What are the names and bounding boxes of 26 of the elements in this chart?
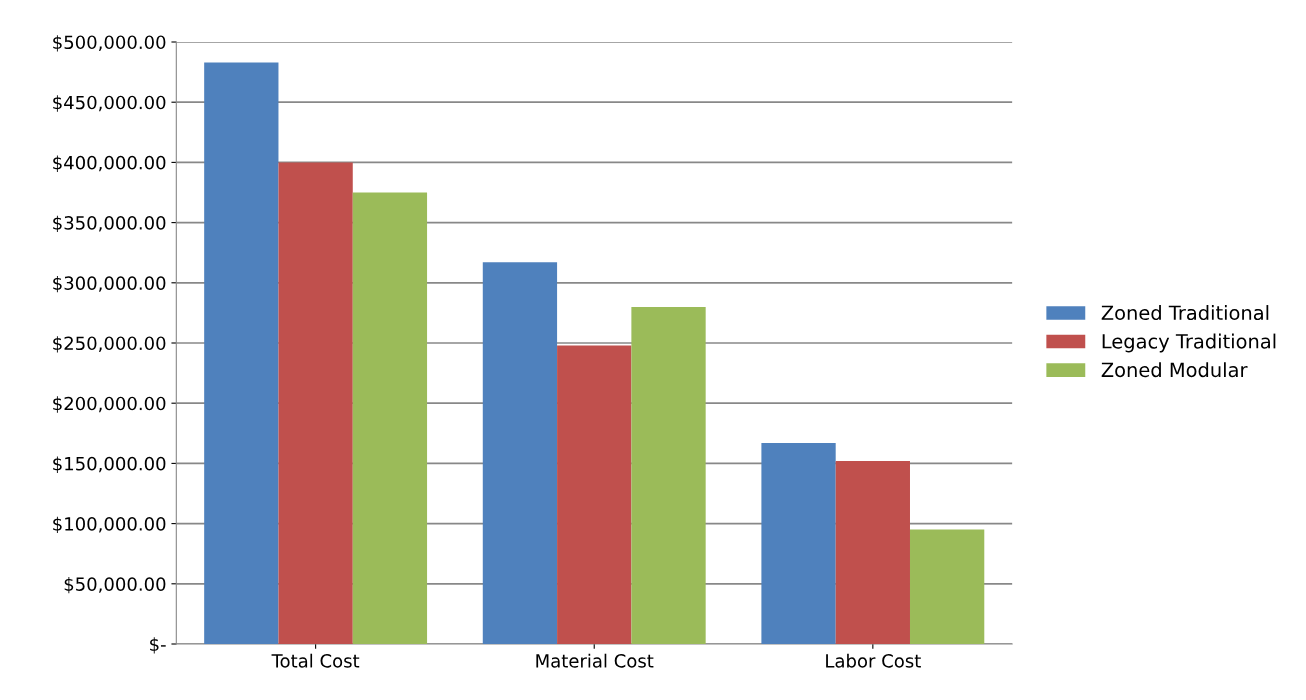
y-tick-label: $400,000.00 — [53, 155, 166, 172]
bar — [557, 345, 632, 644]
legend-label: Legacy Traditional — [1102, 333, 1276, 353]
legend-label: Zoned Traditional — [1101, 305, 1269, 321]
bar — [204, 62, 279, 644]
y-tick-label: $- — [150, 637, 166, 654]
legend-label: Zoned Modular — [1101, 362, 1248, 378]
bar — [482, 262, 558, 644]
y-tick-label: $100,000.00 — [53, 516, 166, 534]
y-tick-label: $500,000.00 — [53, 35, 166, 52]
y-tick-label: $300,000.00 — [53, 275, 166, 293]
x-tick-label: Total Cost — [271, 653, 360, 668]
y-tick-label: $200,000.00 — [53, 396, 166, 413]
bar — [352, 192, 428, 644]
y-tick-label: $250,000.00 — [53, 336, 166, 353]
y-tick-label: $450,000.00 — [53, 95, 166, 112]
bar — [909, 529, 985, 644]
bar — [761, 442, 836, 644]
y-tick-label: $50,000.00 — [64, 576, 166, 594]
bar — [278, 162, 353, 644]
y-tick-label: $150,000.00 — [53, 456, 166, 473]
y-tick-label: $350,000.00 — [53, 215, 166, 233]
x-tick-label: Labor Cost — [826, 653, 921, 668]
bar — [631, 306, 706, 644]
bar — [835, 460, 910, 644]
x-tick-label: Material Cost — [536, 653, 654, 668]
